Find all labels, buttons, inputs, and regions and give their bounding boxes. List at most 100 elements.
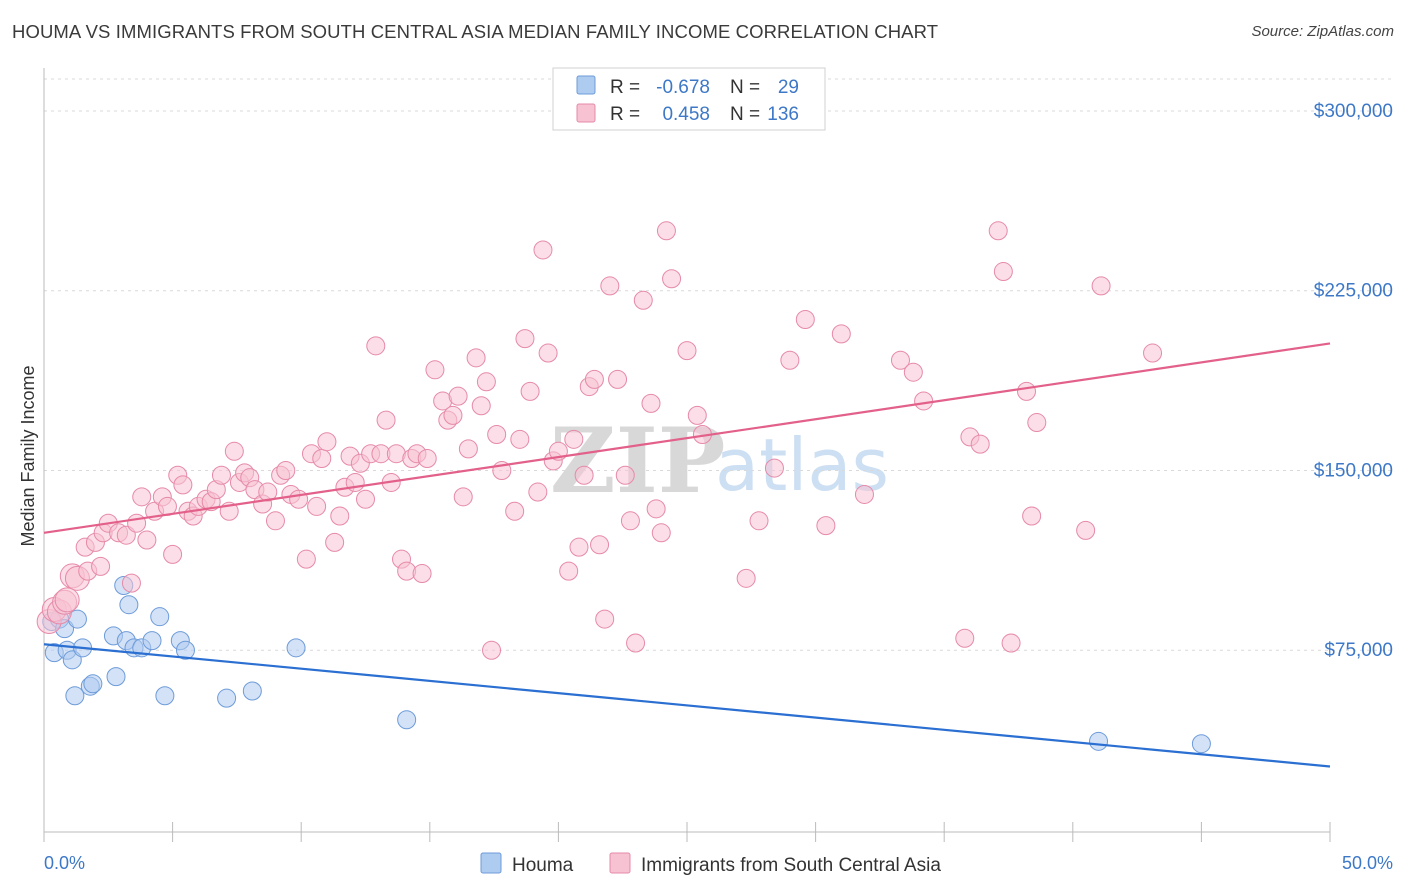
data-point (54, 587, 80, 613)
data-point (296, 549, 316, 569)
data-point (595, 609, 615, 629)
data-point (656, 221, 676, 241)
series-houma (42, 576, 1211, 754)
data-point (487, 425, 507, 445)
data-point (620, 511, 640, 531)
data-point (443, 405, 463, 425)
data-point (175, 640, 195, 660)
data-point (955, 628, 975, 648)
data-point (127, 513, 147, 533)
data-point (453, 487, 473, 507)
data-point (425, 360, 445, 380)
legend-r-label: R = (610, 104, 640, 125)
legend-n-value: 29 (778, 77, 799, 98)
data-point (458, 439, 478, 459)
data-point (831, 324, 851, 344)
legend-r-value: -0.678 (656, 77, 710, 98)
data-point (914, 391, 934, 411)
data-point (137, 530, 157, 550)
legend-n-label: N = (730, 77, 760, 98)
trend-line (43, 643, 1331, 768)
data-point (505, 501, 525, 521)
data-point (608, 369, 628, 389)
data-point (1001, 633, 1021, 653)
data-point (641, 393, 661, 413)
data-point (119, 595, 139, 615)
data-point (615, 465, 635, 485)
data-point (155, 686, 175, 706)
data-point (780, 350, 800, 370)
data-point (211, 465, 231, 485)
y-tick-labels: $75,000 $150,000 $225,000 $300,000 (1314, 101, 1393, 661)
data-point (662, 269, 682, 289)
data-point (590, 535, 610, 555)
data-point (325, 532, 345, 552)
y-tick-label: $225,000 (1314, 281, 1393, 302)
data-point (736, 568, 756, 588)
data-point (564, 429, 584, 449)
data-point (132, 487, 152, 507)
legend-swatch-sca (609, 852, 631, 874)
data-point (317, 432, 337, 452)
data-point (569, 537, 589, 557)
legend-item-houma: Houma (512, 855, 574, 876)
data-point (816, 516, 836, 536)
data-point (83, 674, 103, 694)
data-point (106, 667, 126, 687)
y-tick-label: $300,000 (1314, 101, 1393, 122)
data-point (626, 633, 646, 653)
legend-n-value: 136 (767, 104, 799, 125)
legend-swatch-houma (480, 852, 502, 874)
data-point (276, 460, 296, 480)
data-point (528, 482, 548, 502)
data-point (466, 348, 486, 368)
data-point (224, 441, 244, 461)
data-point (538, 343, 558, 363)
data-point (646, 499, 666, 519)
data-point (584, 369, 604, 389)
axes (43, 68, 1331, 842)
legend-stats-box (552, 67, 826, 131)
legend-r-value: 0.458 (662, 104, 710, 125)
data-point (217, 688, 237, 708)
data-point (476, 372, 496, 392)
data-point (1091, 276, 1111, 296)
data-point (515, 329, 535, 349)
data-point (749, 511, 769, 531)
trend-lines (43, 342, 1331, 768)
data-point (366, 336, 386, 356)
legend-r-label: R = (610, 77, 640, 98)
data-point (150, 607, 170, 627)
legend-item-sca: Immigrants from South Central Asia (641, 855, 941, 876)
data-point (651, 523, 671, 543)
y-axis-title: Median Family Income (18, 365, 38, 546)
data-point (1076, 520, 1096, 540)
data-point (65, 686, 85, 706)
trend-line (43, 342, 1331, 534)
data-point (91, 556, 111, 576)
watermark-zip: ZIP (550, 408, 725, 514)
data-point (993, 262, 1013, 282)
data-point (289, 489, 309, 509)
chart-title: HOUMA VS IMMIGRANTS FROM SOUTH CENTRAL A… (12, 21, 939, 42)
data-point (471, 396, 491, 416)
data-point (397, 710, 417, 730)
data-point (448, 386, 468, 406)
data-point (687, 405, 707, 425)
data-point (795, 309, 815, 329)
data-point (1017, 381, 1037, 401)
data-point (173, 475, 193, 495)
data-point (1089, 731, 1109, 751)
data-point (412, 564, 432, 584)
data-point (356, 489, 375, 509)
source-label: Source: ZipAtlas.com (1251, 23, 1394, 40)
data-point (510, 429, 530, 449)
legend-series: Houma Immigrants from South Central Asia (480, 852, 941, 876)
data-point (600, 276, 620, 296)
data-point (559, 561, 579, 581)
watermark: ZIP atlas (550, 408, 889, 514)
data-point (482, 640, 502, 660)
data-point (970, 434, 990, 454)
data-point (988, 221, 1008, 241)
